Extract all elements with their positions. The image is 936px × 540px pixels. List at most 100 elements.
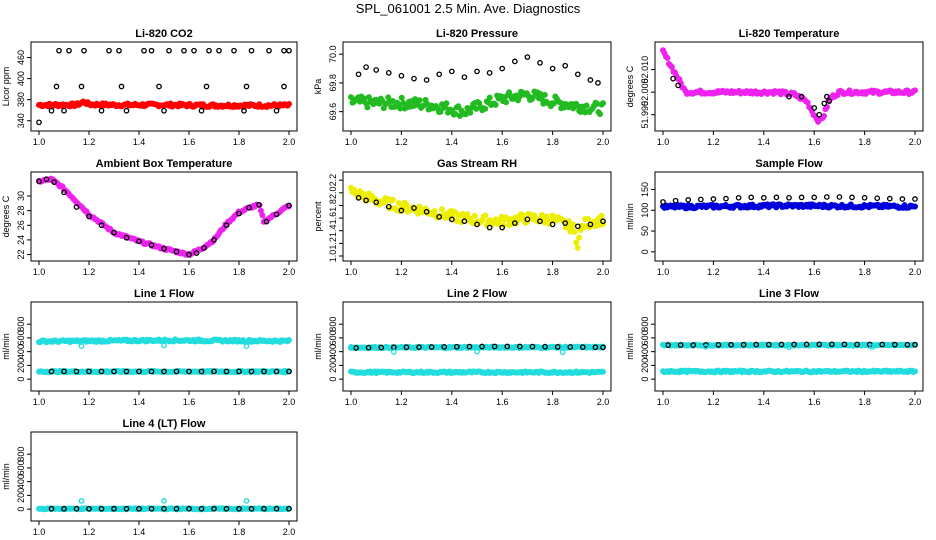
data-point: [261, 368, 267, 375]
y-tick-label: 69.8: [328, 74, 338, 92]
data-point: [549, 65, 556, 72]
data-point: [504, 343, 511, 350]
data-point: [36, 178, 42, 185]
series-diagnostic: [660, 194, 918, 205]
x-tick-label: 1.4: [133, 527, 146, 537]
series-diagnostic: [48, 368, 292, 375]
figure-title: SPL_061001 2.5 Min. Ave. Diagnostics: [355, 1, 581, 16]
data-point: [499, 65, 506, 72]
data-point: [753, 341, 760, 348]
plot-frame: [30, 171, 298, 262]
y-tick-label: 800: [640, 317, 650, 332]
y-tick-label: 600: [328, 330, 338, 345]
series-averaged: [347, 184, 607, 251]
data-point: [821, 112, 828, 119]
data-point: [123, 234, 130, 241]
data-point: [765, 341, 772, 348]
data-point: [571, 228, 578, 235]
x-tick-label: 2.0: [909, 397, 922, 407]
data-point: [874, 195, 881, 202]
y-tick-label: 24: [16, 235, 26, 245]
panel-title: Li-820 CO2: [135, 28, 192, 40]
y-axis-label: ml/min: [1, 333, 11, 360]
data-point: [236, 210, 242, 217]
y-tick-label: 600: [16, 330, 26, 345]
data-point: [748, 194, 755, 201]
data-point: [524, 54, 531, 60]
x-tick-label: 1.8: [233, 267, 246, 277]
data-point: [166, 47, 172, 54]
x-tick-label: 1.0: [657, 267, 670, 277]
data-point: [286, 47, 292, 54]
y-tick-label: 52.000: [640, 78, 650, 106]
data-point: [161, 342, 167, 349]
data-point: [499, 224, 506, 231]
data-point: [861, 194, 868, 201]
data-point: [116, 47, 122, 54]
data-point: [486, 224, 493, 231]
data-point: [363, 64, 369, 70]
data-point: [211, 237, 217, 243]
y-tick-label: 0: [640, 249, 650, 254]
data-point: [203, 83, 210, 90]
data-point: [574, 223, 581, 230]
data-point: [529, 343, 536, 350]
data-point: [423, 77, 430, 83]
y-tick-label: 150: [640, 182, 650, 197]
data-point: [760, 194, 767, 201]
data-point: [236, 368, 242, 375]
data-point: [73, 368, 80, 375]
data-point: [61, 505, 67, 512]
data-point: [148, 505, 155, 512]
series-outliers: [348, 343, 566, 356]
x-tick-label: 1.0: [657, 397, 670, 407]
data-point: [111, 368, 117, 375]
series-diagnostic: [665, 341, 918, 348]
data-point: [193, 250, 200, 256]
data-point: [492, 101, 499, 108]
x-tick-label: 1.6: [496, 397, 509, 407]
y-axis-label: ml/min: [625, 203, 635, 230]
series-diagnostic: [48, 505, 292, 512]
data-point: [53, 83, 60, 90]
data-point: [373, 199, 380, 206]
data-point: [715, 342, 722, 348]
data-point: [173, 505, 180, 512]
data-point: [223, 368, 230, 375]
x-tick-label: 2.0: [597, 137, 610, 147]
data-point: [823, 194, 830, 200]
x-tick-label: 1.2: [395, 137, 408, 147]
data-point: [562, 62, 569, 69]
x-tick-label: 1.6: [183, 137, 196, 147]
data-point: [86, 505, 92, 512]
data-point: [123, 505, 130, 512]
data-point: [123, 107, 130, 114]
data-point: [111, 505, 117, 512]
x-tick-label: 1.8: [233, 397, 246, 407]
data-point: [373, 67, 380, 73]
data-point: [486, 94, 493, 101]
data-point: [81, 47, 87, 54]
x-tick-label: 1.0: [33, 137, 46, 147]
y-axis-label: ml/min: [1, 463, 11, 490]
data-point: [670, 75, 676, 82]
data-point: [482, 105, 489, 112]
data-point: [403, 201, 410, 208]
series-diagnostic: [670, 75, 833, 118]
data-point: [567, 344, 574, 350]
data-point: [491, 343, 498, 350]
data-point: [710, 196, 717, 202]
data-point: [598, 212, 605, 219]
data-point: [448, 68, 455, 75]
data-point: [677, 342, 684, 348]
data-point: [660, 341, 666, 348]
data-point: [685, 197, 692, 203]
data-point: [823, 93, 830, 100]
data-point: [479, 343, 485, 350]
data-point: [912, 368, 919, 375]
data-point: [836, 194, 843, 200]
data-point: [389, 196, 396, 203]
data-point: [348, 343, 354, 350]
